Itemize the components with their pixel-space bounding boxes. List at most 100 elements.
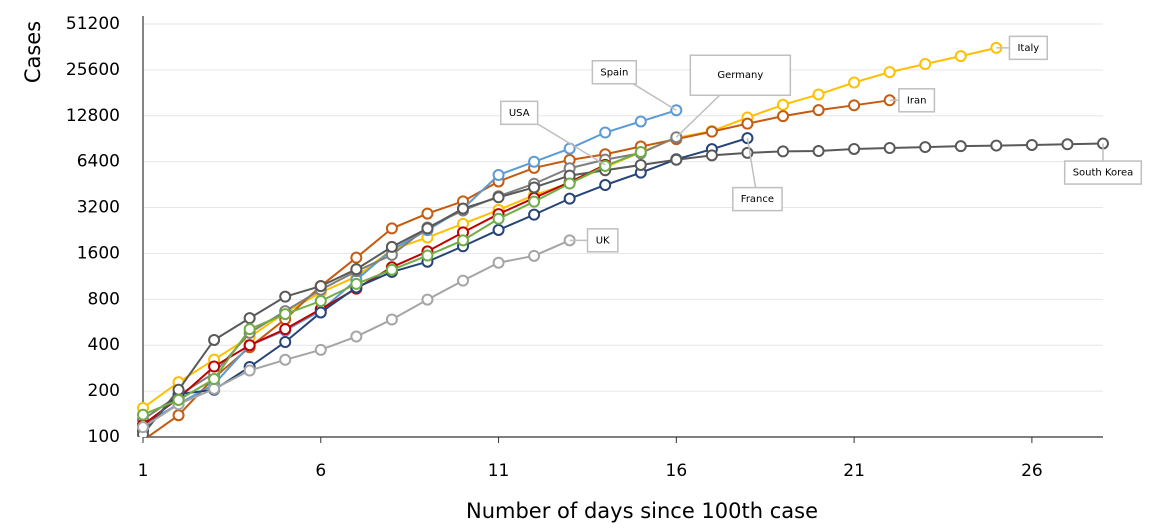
data-point (634, 158, 647, 171)
data-point (314, 280, 327, 293)
series (137, 234, 576, 434)
data-point (563, 192, 576, 205)
callout-label: Italy (1017, 43, 1039, 54)
data-point (172, 393, 185, 406)
data-point (208, 360, 221, 373)
callout-label: Spain (600, 67, 628, 78)
data-point (670, 153, 683, 166)
data-point (528, 195, 541, 208)
data-point (954, 140, 967, 153)
data-point (812, 104, 825, 117)
data-point (777, 98, 789, 111)
data-point (492, 169, 505, 182)
y-tick-label: 100 (88, 427, 120, 447)
callout-box (586, 228, 619, 253)
callout-label: Iran (907, 95, 927, 106)
data-point (599, 126, 612, 139)
callout-box (591, 60, 638, 85)
data-point (883, 66, 896, 79)
callout-box (732, 186, 783, 212)
data-point (350, 263, 363, 276)
data-point (279, 353, 292, 366)
data-point (528, 155, 541, 168)
callout: USA (500, 100, 606, 166)
data-point (741, 117, 754, 130)
data-point (421, 222, 434, 235)
callout: South Korea (1063, 143, 1143, 185)
y-axis-title: Cases (21, 21, 45, 83)
data-point (848, 76, 861, 89)
data-point (208, 333, 221, 346)
callout-label: France (741, 194, 774, 205)
data-point (137, 421, 149, 434)
data-point (421, 293, 434, 306)
data-point (812, 88, 825, 101)
data-point (492, 212, 505, 225)
data-point (385, 222, 398, 235)
callout: France (732, 137, 783, 212)
series-line (142, 137, 748, 432)
data-point (172, 383, 185, 396)
x-tick-label: 11 (488, 461, 510, 481)
callout-label: UK (596, 235, 610, 246)
data-point (243, 364, 256, 377)
y-tick-label: 800 (88, 289, 120, 309)
series-line (142, 136, 677, 421)
data-point (563, 177, 576, 190)
data-point (350, 330, 363, 343)
series-line (146, 99, 890, 437)
data-point (457, 274, 469, 287)
callout: UK (569, 228, 619, 253)
series (137, 146, 647, 421)
data-point (848, 99, 861, 112)
x-tick-label: 21 (843, 461, 865, 481)
x-axis-title: Number of days since 100th case (466, 499, 818, 523)
data-point (528, 249, 541, 262)
data-point (848, 142, 861, 155)
callout: Iran (889, 88, 936, 113)
data-point (1061, 138, 1074, 151)
callout-label: USA (509, 108, 530, 119)
callout-box (898, 88, 936, 113)
data-point (883, 141, 896, 154)
y-tick-label: 51200 (66, 14, 120, 34)
data-point (314, 306, 327, 319)
series (137, 137, 1109, 437)
data-point (599, 178, 612, 191)
data-point (279, 308, 292, 321)
data-point (137, 408, 149, 421)
data-point (1025, 138, 1038, 151)
data-point (919, 141, 932, 154)
data-point (777, 110, 789, 123)
data-point (385, 263, 398, 276)
data-point (954, 50, 967, 63)
series-line (142, 46, 997, 409)
callout-box (1063, 160, 1143, 185)
data-point (208, 373, 221, 386)
data-point (457, 202, 469, 215)
y-tick-label: 1600 (77, 243, 120, 263)
data-point (385, 313, 398, 326)
data-point (314, 343, 327, 356)
data-point (350, 277, 363, 290)
callout-label: South Korea (1073, 168, 1134, 179)
y-tick-label: 25600 (66, 60, 120, 80)
series (137, 41, 1003, 414)
data-point (990, 139, 1003, 152)
series (137, 132, 754, 437)
data-point (243, 312, 256, 325)
data-point (279, 335, 292, 348)
data-point (492, 191, 505, 204)
x-tick-label: 16 (666, 461, 688, 481)
data-point (243, 323, 256, 336)
data-point (777, 145, 789, 158)
data-point (528, 208, 541, 221)
data-point (492, 256, 505, 269)
data-point (705, 149, 718, 162)
y-tick-label: 12800 (66, 106, 120, 126)
callout: Germany (675, 54, 792, 138)
callout: Spain (591, 60, 677, 111)
data-point (919, 58, 932, 71)
x-tick-label: 26 (1021, 461, 1043, 481)
